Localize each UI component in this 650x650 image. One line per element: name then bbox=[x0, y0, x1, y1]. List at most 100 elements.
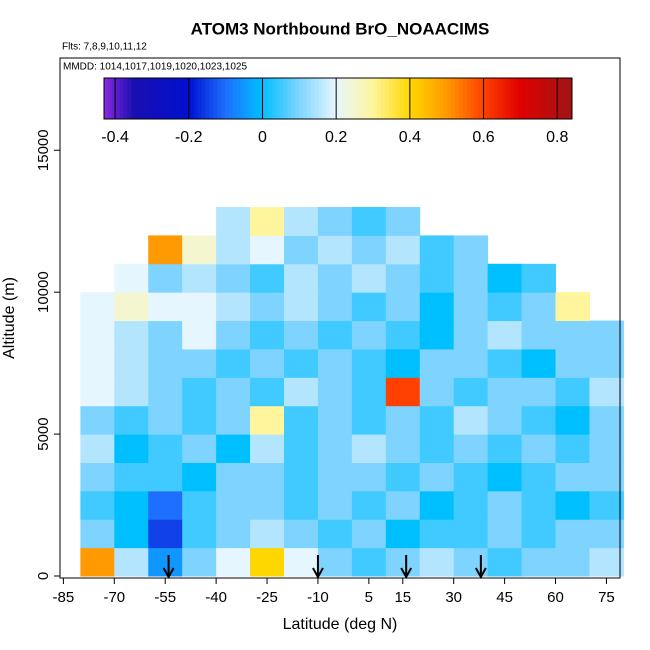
heat-cell bbox=[182, 519, 217, 549]
heat-cell bbox=[182, 377, 217, 407]
y-tick-label: 5000 bbox=[35, 417, 52, 450]
heat-cell bbox=[182, 235, 217, 265]
colorbar-segment bbox=[349, 78, 355, 119]
heat-cell bbox=[453, 519, 489, 549]
colorbar-segment bbox=[150, 78, 156, 119]
colorbar-segment bbox=[232, 78, 238, 119]
heat-cell bbox=[317, 462, 353, 492]
colorbar-segment bbox=[197, 78, 202, 119]
heat-cell bbox=[487, 263, 523, 293]
heat-cell bbox=[148, 348, 183, 378]
colorbar-segment bbox=[182, 78, 187, 119]
colorbar-segment bbox=[146, 78, 152, 119]
heat-cell bbox=[182, 462, 217, 492]
heat-cell bbox=[453, 320, 489, 350]
colorbar-segment bbox=[217, 78, 222, 119]
colorbar-segment bbox=[353, 78, 358, 119]
y-tick-label: 10000 bbox=[35, 271, 52, 313]
colorbar-segment bbox=[170, 78, 175, 119]
heat-cell bbox=[148, 434, 183, 463]
heat-cell bbox=[589, 320, 624, 350]
heat-cell bbox=[351, 490, 387, 520]
heat-cell bbox=[216, 547, 251, 577]
colorbar-segment bbox=[552, 78, 557, 119]
annotation: MMDD: 1014,1017,1019,1020,1023,1025 bbox=[63, 62, 247, 73]
colorbar-segment bbox=[365, 78, 370, 119]
colorbar-segment bbox=[431, 78, 436, 119]
colorbar-segment bbox=[564, 78, 569, 119]
heat-cell bbox=[555, 434, 590, 463]
colorbar-segment bbox=[521, 78, 526, 119]
heat-cell bbox=[555, 320, 590, 350]
heat-cell bbox=[148, 405, 183, 435]
heat-cell bbox=[182, 320, 217, 350]
heat-cell bbox=[521, 377, 557, 407]
colorbar-segment bbox=[560, 78, 565, 119]
heat-cell bbox=[80, 320, 115, 350]
heat-cell bbox=[148, 519, 183, 549]
heat-cell bbox=[555, 462, 590, 492]
heat-cell bbox=[351, 547, 387, 577]
heat-cell bbox=[182, 263, 217, 293]
x-tick-label: -25 bbox=[256, 589, 278, 606]
heat-cell bbox=[521, 320, 557, 350]
heat-cell bbox=[385, 490, 421, 520]
heat-cell bbox=[80, 547, 115, 577]
heat-cell bbox=[80, 405, 115, 435]
colorbar-segment bbox=[439, 78, 444, 119]
heat-cell bbox=[555, 490, 590, 520]
colorbar-segment bbox=[435, 78, 440, 119]
heat-cell bbox=[114, 519, 149, 549]
heat-cell bbox=[453, 547, 489, 577]
colorbar-tick-label: 0.6 bbox=[472, 129, 494, 146]
colorbar-segment bbox=[287, 78, 292, 119]
heat-cell bbox=[114, 405, 149, 435]
heat-cell bbox=[453, 405, 489, 435]
heat-cell bbox=[419, 263, 455, 293]
heat-cell bbox=[114, 547, 149, 577]
heat-cell bbox=[216, 462, 251, 492]
colorbar-segment bbox=[384, 78, 390, 119]
heat-cell bbox=[317, 490, 353, 520]
plot-frame bbox=[59, 57, 621, 579]
heat-cell bbox=[521, 292, 557, 322]
heat-cell bbox=[114, 462, 149, 492]
heat-cell bbox=[317, 434, 353, 463]
colorbar-frame bbox=[103, 77, 573, 120]
colorbar-tick-label: 0.8 bbox=[546, 129, 568, 146]
heat-cell bbox=[555, 405, 590, 435]
colorbar-segment bbox=[267, 78, 273, 119]
heat-cell bbox=[589, 405, 624, 435]
heat-cell bbox=[80, 434, 115, 463]
colorbar-segment bbox=[478, 78, 483, 119]
colorbar-segment bbox=[123, 78, 128, 119]
heat-cell bbox=[216, 348, 251, 378]
heat-cell bbox=[250, 377, 285, 407]
x-tick-label: 15 bbox=[394, 589, 411, 606]
heat-cell bbox=[351, 320, 387, 350]
colorbar-segment bbox=[423, 78, 429, 119]
heat-cell bbox=[385, 377, 421, 407]
heat-cell bbox=[182, 490, 217, 520]
heat-cell bbox=[385, 519, 421, 549]
heat-cell bbox=[114, 434, 149, 463]
heat-cell bbox=[284, 405, 319, 435]
heat-cell bbox=[351, 235, 387, 265]
colorbar-segment bbox=[373, 78, 378, 119]
colorbar-segment bbox=[221, 78, 226, 119]
heat-cell bbox=[589, 462, 624, 492]
heat-cell bbox=[148, 490, 183, 520]
heat-cell bbox=[284, 320, 319, 350]
heat-cell bbox=[182, 405, 217, 435]
heat-cell bbox=[284, 462, 319, 492]
heat-cell bbox=[351, 519, 387, 549]
heat-cell bbox=[182, 547, 217, 577]
heat-cell bbox=[250, 320, 285, 350]
colorbar-segment bbox=[236, 78, 241, 119]
heat-cell bbox=[148, 462, 183, 492]
colorbar-segment bbox=[111, 78, 117, 119]
heat-cell bbox=[250, 207, 285, 236]
colorbar-segment bbox=[275, 78, 280, 119]
colorbar-segment bbox=[271, 78, 277, 119]
